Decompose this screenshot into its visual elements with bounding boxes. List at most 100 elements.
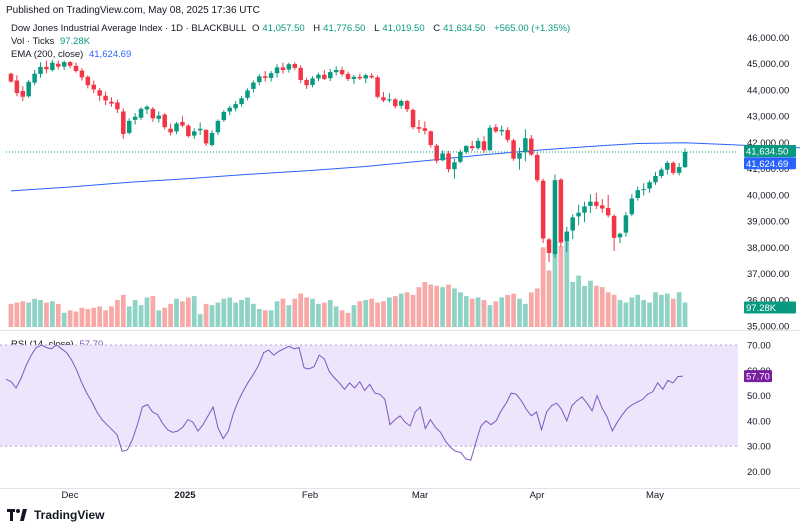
candle-body <box>138 108 144 118</box>
volume-bar <box>73 311 79 327</box>
candle-body <box>499 129 504 132</box>
volume-bar <box>256 309 262 327</box>
candle-body <box>393 99 398 107</box>
volume-bar <box>61 312 67 327</box>
candle-body <box>635 190 640 199</box>
candle-body <box>61 62 67 67</box>
volume-bar <box>321 302 327 327</box>
candle-body <box>428 131 434 146</box>
volume-bar <box>404 292 410 327</box>
candle-body <box>292 63 298 68</box>
candle-body <box>558 179 564 243</box>
candle-body <box>85 76 91 86</box>
rsi-tick-label: 30.00 <box>747 442 771 453</box>
candle-body <box>56 63 61 67</box>
price-tick-label: 41,000.00 <box>747 164 789 175</box>
candle-body <box>286 64 292 70</box>
candle-body <box>665 162 670 170</box>
volume-bar <box>617 300 623 327</box>
candle-body <box>464 146 469 152</box>
volume-bar <box>629 297 635 327</box>
candle-body <box>67 62 73 66</box>
volume-bar <box>203 303 209 327</box>
volume-bar <box>339 310 345 327</box>
candle-body <box>156 115 162 119</box>
price-tick-label: 35,000.00 <box>747 322 789 333</box>
volume-bar <box>387 297 392 327</box>
volume-bar <box>280 298 286 327</box>
candle-body <box>594 201 599 206</box>
volume-bar <box>635 294 641 327</box>
candle-body <box>422 128 428 131</box>
tradingview-logo[interactable]: TradingView <box>7 508 104 522</box>
volume-bar <box>676 292 682 327</box>
symbol-title[interactable]: Dow Jones Industrial Average Index · 1D … <box>11 23 247 34</box>
candle-body <box>517 152 522 159</box>
candle-body <box>452 162 457 170</box>
volume-bar <box>44 302 49 327</box>
volume-bar <box>611 294 617 327</box>
candle-body <box>410 109 416 128</box>
volume-legend[interactable]: Vol · Ticks 97.28K <box>11 36 93 47</box>
candle-body <box>316 74 321 79</box>
volume-bar <box>664 293 670 327</box>
rsi-legend[interactable]: RSI (14, close) 57.70 <box>11 339 106 350</box>
candle-body <box>375 77 380 97</box>
candle-body <box>546 239 552 254</box>
candle-body <box>398 100 404 106</box>
time-tick-label: 2025 <box>174 490 196 501</box>
candle-body <box>611 215 617 238</box>
candle-body <box>32 73 37 83</box>
candle-body <box>262 76 268 78</box>
volume-bar <box>534 288 540 327</box>
volume-bar <box>310 298 315 327</box>
volume-bar <box>292 298 298 327</box>
candle-body <box>162 114 167 128</box>
candle-body <box>629 198 635 215</box>
candle-body <box>653 175 658 183</box>
volume-bar <box>576 275 581 327</box>
candle-body <box>534 154 540 181</box>
candle-body <box>197 128 203 131</box>
volume-bar <box>274 301 280 327</box>
volume-bar <box>174 298 179 327</box>
volume-bar <box>369 298 375 327</box>
volume-bar <box>345 312 351 327</box>
candle-body <box>304 79 309 86</box>
volume-bar <box>197 314 203 327</box>
volume-bar <box>120 294 126 327</box>
volume-bar <box>593 285 599 327</box>
volume-bar <box>262 310 268 327</box>
volume-bar <box>209 305 215 327</box>
time-tick-label: May <box>646 490 664 501</box>
volume-bar <box>499 297 505 327</box>
price-tick-label: 39,000.00 <box>747 217 789 228</box>
volume-bar <box>623 302 629 327</box>
candle-body <box>552 180 558 255</box>
ema-value-badge: 41,624.69 <box>746 159 788 170</box>
candle-body <box>381 97 386 101</box>
ema-legend[interactable]: EMA (200, close) 41,624.69 <box>11 49 134 60</box>
volume-bar <box>659 294 664 327</box>
open-label: O <box>251 23 260 34</box>
volume-bar <box>49 301 55 327</box>
volume-bar <box>410 294 416 327</box>
volume-bar <box>26 302 32 327</box>
volume-bar <box>103 310 108 327</box>
candle-body <box>227 107 232 112</box>
volume-bar <box>457 292 463 327</box>
candle-body <box>469 146 475 149</box>
candle-body <box>682 151 688 168</box>
candle-body <box>168 128 173 133</box>
candle-body <box>328 72 333 79</box>
candle-body <box>251 82 256 89</box>
volume-bar <box>605 292 611 327</box>
candle-body <box>440 153 445 161</box>
candle-body <box>192 131 197 136</box>
candle-body <box>97 90 102 96</box>
candle-body <box>233 104 238 109</box>
volume-bar <box>398 293 404 327</box>
volume-bar <box>180 301 185 327</box>
candle-body <box>245 90 250 98</box>
